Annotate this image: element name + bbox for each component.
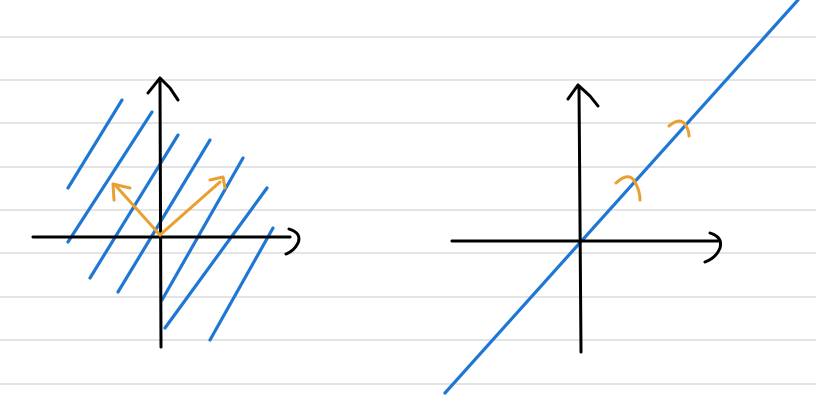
vector <box>114 184 162 237</box>
direction-mark <box>614 175 642 202</box>
y-axis <box>158 80 163 349</box>
hatch-lines <box>66 98 275 342</box>
hatch-line <box>66 98 124 190</box>
hatch-line <box>66 110 154 244</box>
hatch-line <box>160 156 245 302</box>
hatch-line <box>163 186 269 330</box>
hatch-line <box>208 226 275 342</box>
vector-arrowhead <box>111 182 132 202</box>
hatch-line <box>116 138 212 294</box>
left-sketch <box>31 76 301 349</box>
vector-arrowhead <box>208 175 227 190</box>
y-axis <box>577 84 583 354</box>
right-sketch <box>443 0 800 395</box>
direction-mark <box>667 119 691 138</box>
x-axis-arrow <box>703 231 722 264</box>
vector <box>158 180 222 237</box>
x-axis-arrow <box>284 227 301 256</box>
y-axis-arrow <box>566 83 600 108</box>
line <box>443 0 800 395</box>
y-axis-arrow <box>146 76 180 102</box>
ruled-lines <box>0 36 816 385</box>
